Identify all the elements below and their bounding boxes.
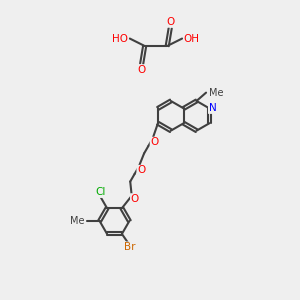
- Text: O: O: [130, 194, 139, 204]
- Text: Me: Me: [70, 216, 84, 226]
- Text: Br: Br: [124, 242, 136, 252]
- Text: O: O: [166, 17, 174, 27]
- Text: O: O: [150, 137, 158, 147]
- Text: O: O: [137, 165, 145, 176]
- Text: Me: Me: [209, 88, 224, 98]
- Text: O: O: [138, 65, 146, 75]
- Text: OH: OH: [184, 34, 200, 44]
- Text: Cl: Cl: [95, 188, 106, 197]
- Text: HO: HO: [112, 34, 128, 44]
- Text: N: N: [208, 103, 216, 113]
